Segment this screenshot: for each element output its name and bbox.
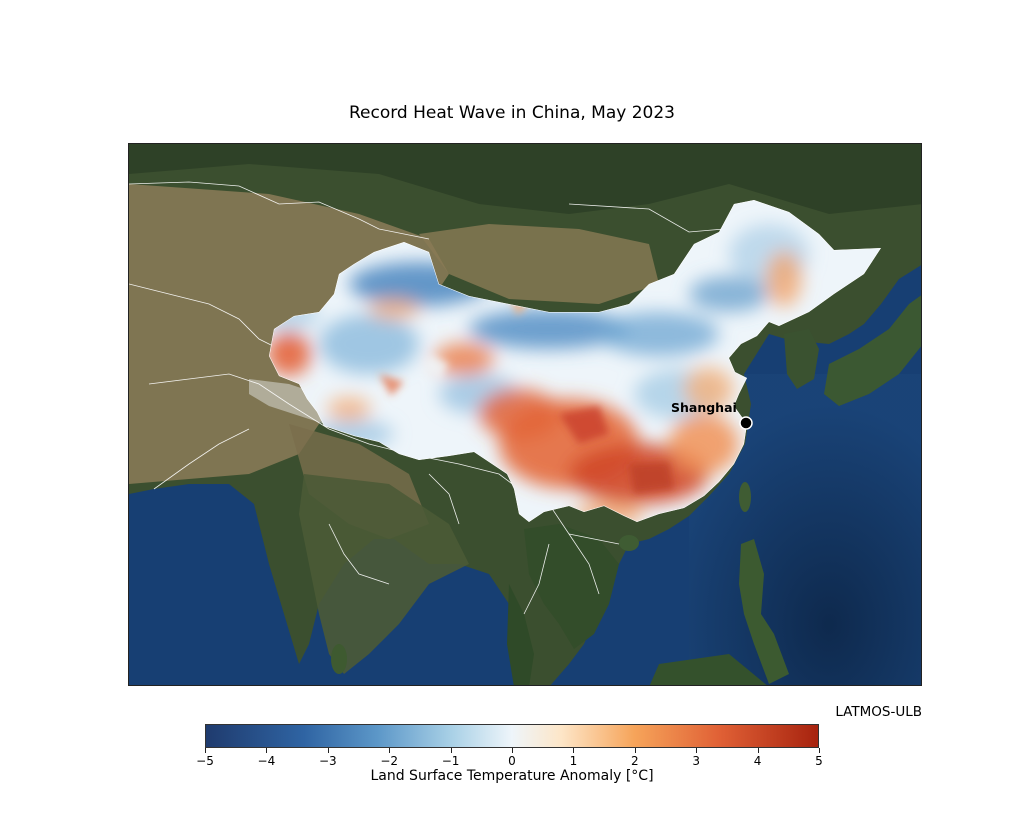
colorbar-tick-label: −2 — [380, 754, 399, 768]
shanghai-marker[interactable] — [739, 416, 753, 430]
colorbar-tick — [266, 748, 268, 753]
colorbar-tick — [696, 748, 698, 753]
colorbar-tick — [389, 748, 391, 753]
colorbar-label: Land Surface Temperature Anomaly [°C] — [370, 768, 654, 784]
colorbar-tick — [819, 748, 820, 753]
colorbar-tick-label: −3 — [318, 754, 337, 768]
map-title: Record Heat Wave in China, May 2023 — [348, 103, 675, 123]
colorbar-tick-label: −1 — [441, 754, 460, 768]
colorbar-tick — [512, 748, 513, 753]
credit-label: LATMOS-ULB — [835, 704, 922, 720]
colorbar-tick — [450, 748, 452, 753]
colorbar-tick — [205, 748, 206, 753]
colorbar-tick-label: 0 — [508, 754, 516, 768]
colorbar-tick-label: 4 — [753, 754, 762, 768]
colorbar-tick-label: 2 — [630, 754, 639, 768]
colorbar-tick — [757, 748, 759, 753]
colorbar-tick-label: −5 — [196, 754, 214, 768]
colorbar-tick — [634, 748, 636, 753]
borders — [129, 181, 725, 615]
map-svg: Shanghai — [129, 144, 921, 685]
city-label: Shanghai — [671, 400, 737, 415]
colorbar-tick-label: 1 — [569, 754, 578, 768]
map-panel[interactable]: Shanghai — [128, 143, 922, 686]
colorbar-tick-label: −4 — [257, 754, 276, 768]
colorbar-tick-label: 5 — [815, 754, 823, 768]
colorbar-tick — [573, 748, 575, 753]
colorbar-tick — [327, 748, 329, 753]
colorbar — [205, 724, 819, 748]
anomaly-field — [269, 200, 881, 522]
colorbar-tick-label: 3 — [692, 754, 700, 768]
